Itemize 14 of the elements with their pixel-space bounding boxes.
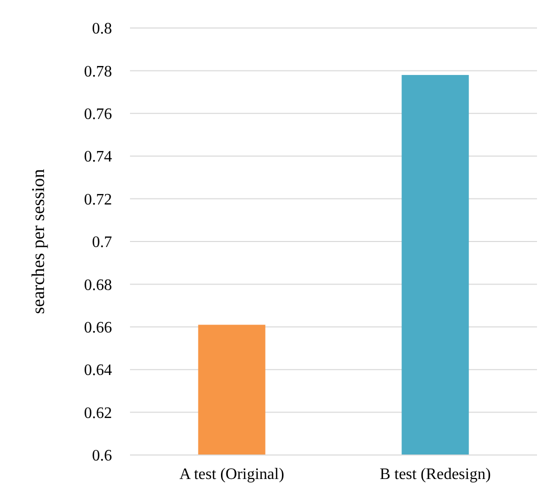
- y-tick-label: 0.8: [92, 20, 112, 38]
- x-tick-label: A test (Original): [179, 466, 284, 483]
- y-tick-label: 0.66: [84, 320, 112, 336]
- y-tick-label: 0.68: [84, 276, 112, 294]
- y-tick-label: 0.7: [92, 234, 112, 252]
- x-tick-label: B test (Redesign): [380, 466, 491, 483]
- y-tick-label: 0.76: [84, 106, 112, 123]
- y-tick-label: 0.62: [84, 404, 112, 422]
- y-tick-label: 0.72: [84, 191, 112, 208]
- y-axis-title: searches per session: [28, 169, 48, 314]
- y-tick-label: 0.64: [84, 362, 112, 380]
- y-tick-label: 0.78: [84, 63, 112, 80]
- y-tick-label: 0.6: [92, 448, 112, 465]
- y-tick-label: 0.74: [84, 148, 112, 166]
